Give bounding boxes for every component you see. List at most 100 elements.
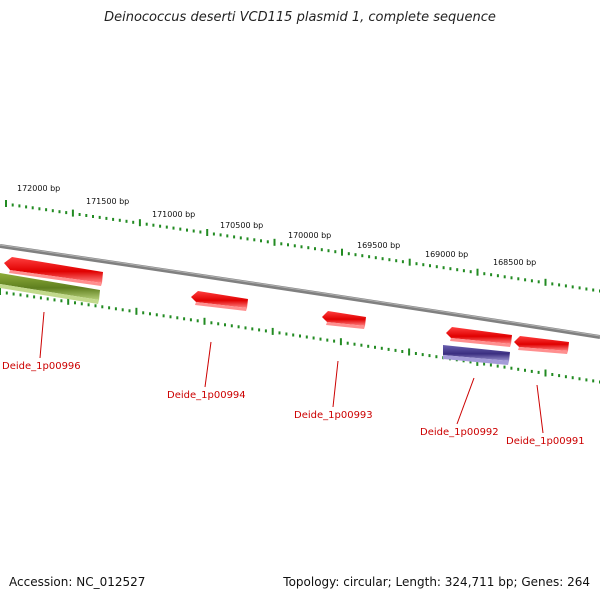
inner-ring-minor-tick bbox=[510, 366, 513, 370]
ruler-label-168500: 168500 bp bbox=[493, 258, 536, 267]
outer-ring-major-tick bbox=[138, 219, 141, 227]
inner-ring-minor-tick bbox=[155, 313, 158, 317]
inner-ring-minor-tick bbox=[251, 327, 254, 331]
gene-arrow-deide-1p00992[interactable] bbox=[443, 345, 510, 365]
inner-ring-minor-tick bbox=[524, 368, 526, 372]
inner-ring-minor-tick bbox=[530, 369, 533, 373]
outer-ring-minor-tick bbox=[564, 284, 567, 288]
outer-ring-minor-tick bbox=[592, 288, 595, 292]
outer-ring-minor-tick bbox=[85, 214, 88, 217]
inner-ring-minor-tick bbox=[183, 317, 186, 321]
plasmid-backbone-highlight bbox=[0, 244, 600, 337]
outer-ring-minor-tick bbox=[212, 232, 215, 236]
inner-ring-minor-tick bbox=[230, 324, 233, 328]
inner-ring-major-tick bbox=[271, 327, 274, 335]
outer-ring-minor-tick bbox=[260, 239, 262, 243]
inner-ring-minor-tick bbox=[114, 307, 117, 311]
outer-ring-minor-tick bbox=[31, 206, 34, 210]
ruler-label-169500: 169500 bp bbox=[357, 241, 400, 250]
outer-ring-minor-tick bbox=[125, 219, 128, 223]
outer-ring-minor-tick bbox=[199, 230, 202, 234]
inner-ring-minor-tick bbox=[333, 339, 336, 343]
gene-arrow-forward-unlabeled[interactable] bbox=[446, 327, 512, 347]
inner-ring-minor-tick bbox=[128, 309, 131, 313]
inner-ring-minor-tick bbox=[19, 293, 22, 297]
inner-ring-minor-tick bbox=[517, 367, 520, 371]
outer-ring-minor-tick bbox=[395, 259, 398, 263]
inner-ring-minor-tick bbox=[53, 298, 56, 302]
inner-ring-minor-tick bbox=[496, 364, 499, 368]
ruler-label-171000: 171000 bp bbox=[152, 210, 195, 219]
inner-ring-minor-tick bbox=[121, 308, 124, 312]
inner-ring-minor-tick bbox=[326, 338, 329, 342]
outer-ring-minor-tick bbox=[320, 248, 323, 252]
inner-ring-minor-tick bbox=[33, 295, 36, 299]
outer-ring-minor-tick bbox=[246, 237, 249, 241]
outer-ring-minor-tick bbox=[118, 218, 121, 222]
outer-ring-minor-tick bbox=[186, 228, 188, 232]
outer-ring-minor-tick bbox=[374, 256, 377, 260]
gene-label-deide-1p00991[interactable]: Deide_1p00991 bbox=[506, 436, 585, 447]
outer-ring-minor-tick bbox=[112, 217, 115, 221]
outer-ring-minor-tick bbox=[442, 266, 445, 270]
inner-ring-minor-tick bbox=[210, 321, 213, 325]
gene-label-deide-1p00993[interactable]: Deide_1p00993 bbox=[294, 410, 373, 421]
ruler-label-172000: 172000 bp bbox=[17, 184, 60, 193]
outer-ring-minor-tick bbox=[38, 207, 41, 211]
gene-arrow-deide-1p00991[interactable] bbox=[514, 336, 569, 354]
inner-ring-minor-tick bbox=[189, 318, 192, 322]
inner-ring-minor-tick bbox=[571, 376, 574, 380]
outer-ring-minor-tick bbox=[172, 226, 175, 230]
outer-ring-minor-tick bbox=[78, 213, 81, 216]
gene-arrow-deide-1p00996[interactable] bbox=[4, 257, 103, 286]
inner-ring-minor-tick bbox=[537, 370, 540, 374]
inner-ring-minor-tick bbox=[421, 353, 424, 357]
gene-arrow-reverse-green[interactable] bbox=[0, 273, 100, 304]
outer-ring-minor-tick bbox=[571, 285, 574, 289]
outer-ring-minor-tick bbox=[334, 250, 337, 254]
inner-ring-minor-tick bbox=[558, 374, 561, 378]
outer-ring-minor-tick bbox=[307, 246, 310, 250]
leader-deide-1p00993 bbox=[332, 360, 339, 408]
leader-deide-1p00992 bbox=[456, 377, 475, 425]
topology-summary: Topology: circular; Length: 324,711 bp; … bbox=[283, 575, 590, 589]
inner-ring-minor-tick bbox=[149, 312, 151, 316]
outer-ring-minor-tick bbox=[98, 215, 101, 219]
outer-ring-minor-tick bbox=[165, 225, 168, 229]
leader-deide-1p00994 bbox=[204, 341, 212, 388]
inner-ring-minor-tick bbox=[224, 323, 226, 327]
outer-ring-minor-tick bbox=[179, 227, 182, 231]
outer-ring-minor-tick bbox=[510, 276, 513, 280]
gene-label-deide-1p00992[interactable]: Deide_1p00992 bbox=[420, 427, 499, 438]
leader-deide-1p00991 bbox=[536, 384, 544, 434]
inner-ring-minor-tick bbox=[87, 303, 90, 307]
inner-ring-minor-tick bbox=[94, 304, 97, 308]
outer-ring-major-tick bbox=[341, 248, 343, 256]
inner-ring-minor-tick bbox=[162, 314, 165, 318]
inner-ring-minor-tick bbox=[414, 352, 417, 355]
inner-ring-minor-tick bbox=[258, 328, 261, 332]
inner-ring-minor-tick bbox=[12, 292, 15, 296]
gene-label-deide-1p00996[interactable]: Deide_1p00996 bbox=[2, 361, 81, 372]
gene-arrow-deide-1p00994[interactable] bbox=[191, 291, 248, 311]
inner-ring-minor-tick bbox=[217, 322, 220, 326]
outer-ring-minor-tick bbox=[354, 253, 357, 257]
inner-ring-minor-tick bbox=[176, 316, 179, 320]
inner-ring-minor-tick bbox=[312, 336, 315, 340]
inner-ring-major-tick bbox=[476, 358, 479, 366]
outer-ring-minor-tick bbox=[300, 245, 303, 249]
gene-label-deide-1p00994[interactable]: Deide_1p00994 bbox=[167, 390, 246, 401]
outer-ring-minor-tick bbox=[422, 263, 425, 267]
gene-arrow-deide-1p00993[interactable] bbox=[322, 311, 366, 329]
inner-ring-minor-tick bbox=[60, 299, 63, 303]
outer-ring-minor-tick bbox=[58, 210, 61, 214]
outer-ring-minor-tick bbox=[517, 277, 520, 281]
inner-ring-minor-tick bbox=[428, 354, 431, 358]
ruler-labels: 172000 bp 171500 bp 171000 bp 170500 bp … bbox=[17, 184, 536, 267]
inner-ring-minor-tick bbox=[483, 362, 486, 366]
inner-ring-major-tick bbox=[135, 307, 138, 315]
gene-labels: Deide_1p00996 Deide_1p00994 Deide_1p0099… bbox=[2, 361, 585, 447]
inner-ring-minor-tick bbox=[585, 378, 588, 382]
map-title: Deinococcus deserti VCD115 plasmid 1, co… bbox=[104, 10, 496, 25]
